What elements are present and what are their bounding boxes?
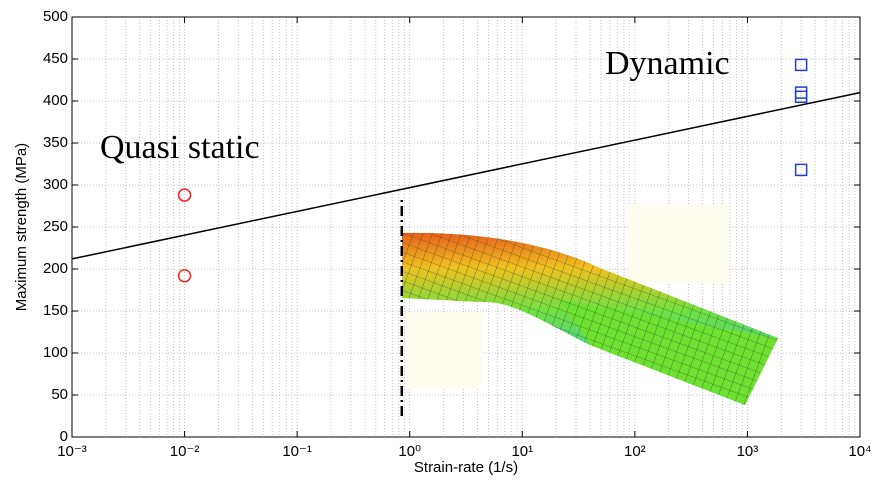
y-tick-label: 350 — [43, 134, 68, 151]
y-tick-label: 50 — [51, 386, 68, 403]
y-tick-label: 500 — [43, 8, 68, 25]
y-tick-label: 0 — [60, 428, 68, 445]
x-tick-label: 10² — [624, 443, 646, 460]
plot-frame — [71, 16, 861, 438]
plot — [71, 16, 861, 438]
y-tick-label: 400 — [43, 92, 68, 109]
inset-panel — [628, 205, 728, 283]
y-tick-label: 450 — [43, 50, 68, 67]
mesh-lines — [402, 232, 778, 405]
y-tick-label: 200 — [43, 260, 68, 277]
fe-mesh-inset — [402, 205, 778, 405]
x-tick-label: 10⁴ — [848, 443, 871, 460]
point — [177, 268, 192, 283]
x-tick-label: 10⁰ — [398, 443, 421, 460]
y-tick-label: 250 — [43, 218, 68, 235]
x-tick-label: 10⁻³ — [57, 443, 87, 460]
annotation: Dynamic — [605, 45, 730, 82]
x-tick-label: 10¹ — [511, 443, 533, 460]
inset-panel — [405, 312, 482, 388]
x-axis-label: Strain-rate (1/s) — [414, 459, 518, 476]
point — [794, 58, 808, 72]
point — [177, 188, 192, 202]
x-tick-label: 10⁻² — [170, 443, 200, 460]
y-tick-label: 300 — [43, 176, 68, 193]
y-tick-label: 100 — [43, 344, 68, 361]
line — [71, 91, 861, 260]
grid — [71, 16, 861, 438]
point — [794, 90, 808, 104]
y-axis-label: Maximum strength (MPa) — [13, 143, 30, 311]
x-tick-label: 10⁻¹ — [282, 443, 312, 460]
point — [794, 163, 808, 177]
y-tick-label: 150 — [43, 302, 68, 319]
x-tick-label: 10³ — [737, 443, 759, 460]
annotation: Quasi static — [100, 129, 260, 166]
